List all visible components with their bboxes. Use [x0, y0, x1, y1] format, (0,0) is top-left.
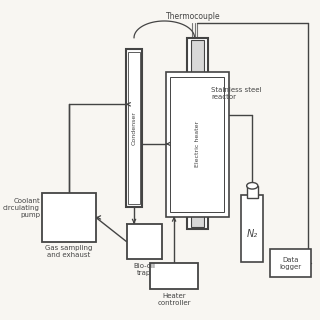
- Text: Condenser: Condenser: [132, 111, 137, 145]
- Bar: [191, 40, 204, 227]
- Text: Data
logger: Data logger: [279, 257, 301, 269]
- Bar: [187, 38, 208, 228]
- Bar: [42, 193, 96, 242]
- Bar: [150, 263, 198, 289]
- Ellipse shape: [247, 182, 258, 189]
- Text: N₂: N₂: [247, 229, 258, 239]
- Bar: [170, 77, 224, 212]
- Text: Gas sampling
and exhaust: Gas sampling and exhaust: [45, 245, 92, 258]
- Bar: [247, 186, 258, 198]
- Text: Thermocouple: Thermocouple: [166, 12, 221, 21]
- Bar: [166, 72, 229, 217]
- Bar: [128, 52, 140, 204]
- Text: Coolant
circulating
pump: Coolant circulating pump: [3, 198, 40, 218]
- Bar: [241, 195, 263, 262]
- Bar: [270, 249, 311, 277]
- Bar: [127, 224, 162, 259]
- Text: Electric heater: Electric heater: [195, 121, 200, 167]
- Bar: [126, 49, 142, 207]
- Text: Bio-oil
trap: Bio-oil trap: [133, 263, 155, 276]
- Text: Stainless steel
reactor: Stainless steel reactor: [211, 87, 262, 100]
- Text: Heater
controller: Heater controller: [157, 293, 191, 306]
